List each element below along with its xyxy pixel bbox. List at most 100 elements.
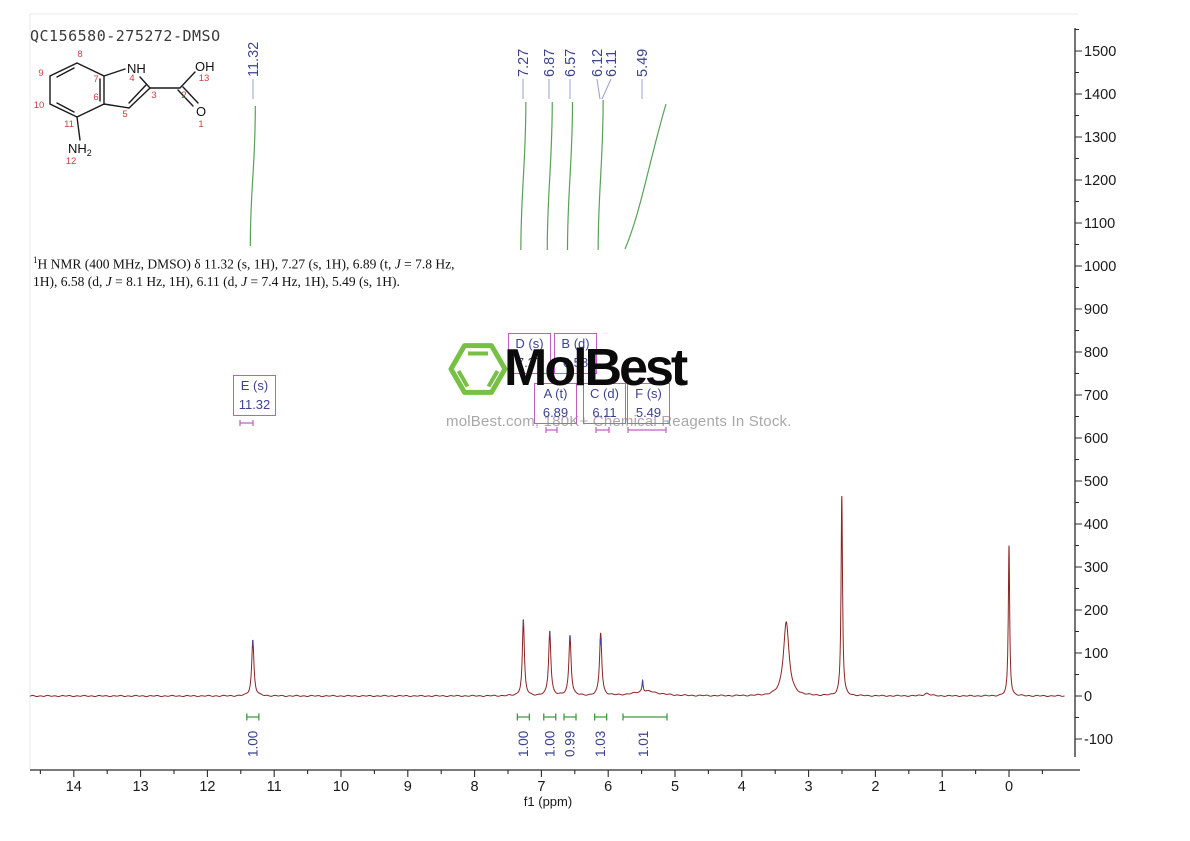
assignment-box-B: B (d) 6.58 xyxy=(554,333,597,374)
nh-label: NH xyxy=(127,61,146,76)
atom-number-9: 9 xyxy=(38,68,43,79)
assignment-box-F: F (s) 5.49 xyxy=(627,383,670,424)
coupling-constant-J: J xyxy=(105,273,112,289)
y-tick-label: 900 xyxy=(1084,302,1108,318)
integral-curve xyxy=(597,99,604,251)
peak-label: 7.27 xyxy=(516,49,532,77)
atom-number-12: 12 xyxy=(66,156,77,167)
peak-label: 6.12 xyxy=(590,49,606,77)
assignment-multiplet-label: C (d) xyxy=(590,386,619,401)
x-tick-label: 5 xyxy=(671,779,679,795)
x-tick-label: 14 xyxy=(66,779,82,795)
x-tick-label: 8 xyxy=(471,779,479,795)
atom-number-2: 2 xyxy=(181,90,186,101)
atom-number-6: 6 xyxy=(93,92,98,103)
x-tick-label: 10 xyxy=(333,779,349,795)
coupling-constant-J: J xyxy=(394,256,401,272)
integral-bracket xyxy=(516,713,531,721)
x-tick-label: 0 xyxy=(1005,779,1013,795)
x-tick-label: 9 xyxy=(404,779,412,795)
integral-value: 0.99 xyxy=(562,731,577,757)
assignment-shift-value: 6.11 xyxy=(592,405,617,420)
assignment-shift-value: 7.27 xyxy=(516,355,543,370)
peak-label-connector xyxy=(596,78,601,100)
molbest-logo: MolBest xyxy=(447,336,747,406)
molbest-brand-text: MolBest xyxy=(504,339,688,397)
integral-bracket xyxy=(563,713,577,721)
integral-bracket xyxy=(594,713,608,721)
x-axis-ticks xyxy=(39,770,1043,777)
carboxyl-bonds xyxy=(149,71,199,107)
y-tick-label: 300 xyxy=(1084,560,1108,576)
caption-text: = 7.8 Hz, 1H), 6.58 (d, xyxy=(33,256,455,289)
y-tick-label: 600 xyxy=(1084,431,1108,447)
assignment-box-E: E (s) 11.32 xyxy=(233,375,276,416)
x-tick-label: 3 xyxy=(805,779,813,795)
x-tick-label: 13 xyxy=(133,779,149,795)
x-axis-title: f1 (ppm) xyxy=(524,794,572,809)
assignment-shift-value: 6.58 xyxy=(562,355,589,370)
y-tick-label: 1300 xyxy=(1084,130,1116,146)
assignment-shift-value: 5.49 xyxy=(635,405,662,420)
integral-curve xyxy=(566,101,574,251)
assignment-multiplet-label: D (s) xyxy=(515,336,544,351)
caption-text: = 7.4 Hz, 1H), 5.49 (s, 1H). xyxy=(247,273,400,289)
x-tick-label: 7 xyxy=(537,779,545,795)
x-tick-label: 11 xyxy=(267,779,282,795)
y-tick-label: 200 xyxy=(1084,603,1108,619)
multiplet-range-marker xyxy=(595,427,610,433)
nmr-assignment-text: 1H NMR (400 MHz, DMSO) δ 11.32 (s, 1H), … xyxy=(33,252,469,290)
y-tick-label: 500 xyxy=(1084,474,1108,490)
integral-curve xyxy=(249,105,256,247)
peak-label: 6.11 xyxy=(604,50,620,77)
assignment-multiplet-label: E (s) xyxy=(240,378,269,393)
integral-value: 1.00 xyxy=(542,731,557,757)
atom-number-5: 5 xyxy=(122,109,127,120)
y-tick-label: -100 xyxy=(1084,732,1113,748)
y-tick-label: 1200 xyxy=(1084,173,1116,189)
oh-label: OH xyxy=(195,59,215,74)
y-tick-label: 1100 xyxy=(1084,216,1115,232)
atom-number-8: 8 xyxy=(77,49,82,60)
assignment-shift-value: 6.89 xyxy=(542,405,569,420)
integral-value: 1.03 xyxy=(593,731,608,757)
integral-curve-wide xyxy=(624,103,667,250)
y-tick-label: 1400 xyxy=(1084,87,1116,103)
spectrum-trace xyxy=(29,495,1065,698)
h1-superscript: 1 xyxy=(33,255,38,265)
assignment-multiplet-label: B (d) xyxy=(561,336,590,351)
assignment-multiplet-label: F (s) xyxy=(635,386,662,401)
atom-number-7: 7 xyxy=(93,74,98,85)
multiplet-range-marker xyxy=(545,427,558,433)
peak-label: 11.32 xyxy=(246,42,262,77)
x-tick-label: 6 xyxy=(604,779,612,795)
y-tick-label: 1000 xyxy=(1084,259,1116,275)
x-tick-label: 2 xyxy=(871,779,879,795)
x-tick-label: 4 xyxy=(738,779,746,795)
assignment-shift-value: 11.32 xyxy=(238,397,271,412)
benzene-ring-bonds xyxy=(49,62,105,118)
benzene-double-bonds xyxy=(56,67,101,113)
amine-bond xyxy=(76,116,81,141)
plot-frame xyxy=(29,13,1078,770)
y-tick-label: 0 xyxy=(1084,689,1092,705)
spectrum-title: QC156580-275272-DMSO xyxy=(30,27,221,45)
peak-label: 5.49 xyxy=(635,49,651,77)
atom-number-3: 3 xyxy=(151,90,156,101)
nh2-subscript: 2 xyxy=(87,148,92,158)
multiplet-range-marker xyxy=(239,420,254,426)
assignment-box-C: C (d) 6.11 xyxy=(583,383,626,424)
nh2-label: NH2 xyxy=(68,141,92,158)
y-tick-label: 400 xyxy=(1084,517,1108,533)
c3-c5-double-bond xyxy=(128,84,147,104)
y-tick-label: 1500 xyxy=(1084,44,1116,60)
caption-text: = 8.1 Hz, 1H), 6.11 (d, xyxy=(111,273,242,289)
atom-number-13: 13 xyxy=(199,73,210,84)
caption-text: H NMR (400 MHz, DMSO) δ 11.32 (s, 1H), 7… xyxy=(37,256,395,272)
integral-curve xyxy=(546,101,553,251)
coupling-constant-J: J xyxy=(241,273,248,289)
x-tick-label: 1 xyxy=(938,779,946,795)
integral-value: 1.00 xyxy=(516,731,531,757)
